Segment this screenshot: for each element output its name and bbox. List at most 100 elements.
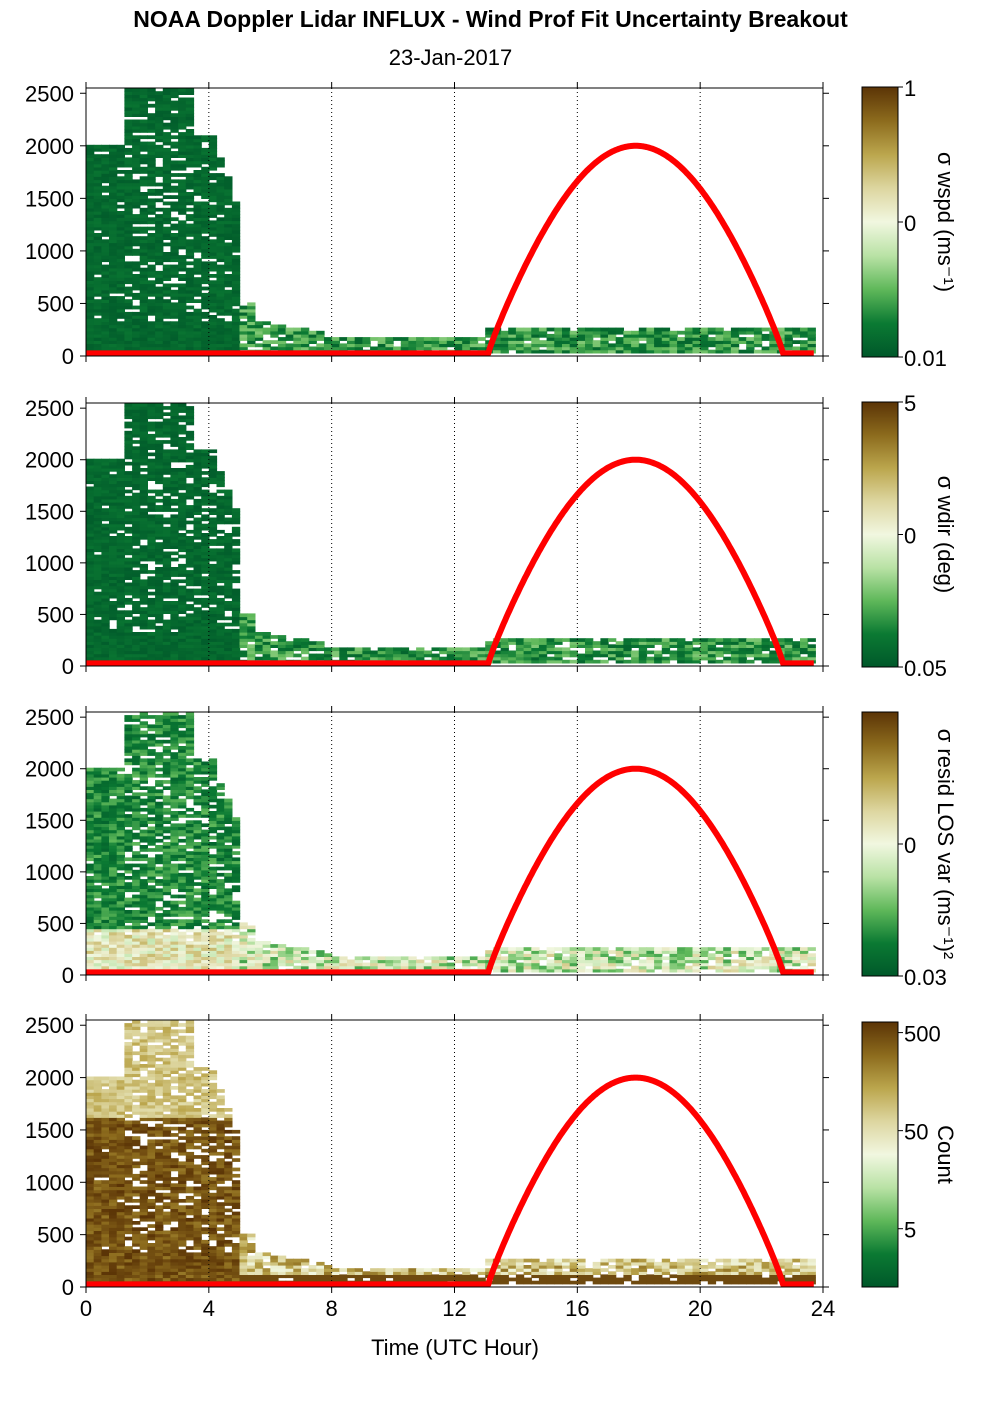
heatmap-cell: [178, 832, 187, 837]
heatmap-cell: [216, 318, 225, 322]
heatmap-cell: [807, 327, 816, 332]
heatmap-cell: [216, 625, 225, 630]
heatmap-cell: [347, 346, 356, 351]
heatmap-cell: [162, 220, 172, 225]
heatmap-cell: [124, 647, 133, 652]
heatmap-cell: [185, 437, 195, 441]
heatmap-cell: [162, 542, 172, 546]
heatmap-cell: [707, 638, 717, 642]
heatmap-cell: [185, 959, 195, 964]
heatmap-cell: [132, 135, 141, 140]
heatmap-cell: [201, 888, 210, 893]
heatmap-cell: [800, 641, 809, 645]
heatmap-cell: [162, 135, 172, 140]
heatmap-cell: [807, 346, 816, 351]
heatmap-cell: [316, 346, 325, 351]
heatmap-cell: [185, 780, 195, 784]
heatmap-cell: [723, 650, 732, 655]
heatmap-cell: [170, 842, 179, 846]
heatmap-cell: [101, 780, 110, 784]
heatmap-cell: [193, 536, 202, 540]
heatmap-cell: [201, 944, 210, 948]
heatmap-cell: [147, 129, 156, 133]
heatmap-cell: [178, 959, 187, 964]
heatmap-cell: [155, 721, 164, 725]
heatmap-cell: [178, 415, 187, 420]
heatmap-cell: [185, 591, 195, 596]
heatmap-cell: [201, 455, 210, 460]
heatmap-cell: [139, 715, 148, 719]
heatmap-cell: [216, 638, 225, 642]
heatmap-cell: [101, 489, 110, 494]
heatmap-cell: [155, 829, 164, 834]
heatmap-cell: [185, 286, 195, 291]
heatmap-cell: [208, 619, 218, 624]
heatmap-cell: [508, 333, 517, 338]
heatmap-cell: [638, 638, 648, 642]
heatmap-cell: [109, 236, 118, 240]
heatmap-cell: [669, 333, 678, 338]
heatmap-cell: [93, 258, 102, 263]
heatmap-cell: [93, 619, 102, 624]
heatmap-cell: [147, 217, 156, 222]
heatmap-cell: [101, 567, 110, 571]
heatmap-cell: [216, 801, 225, 806]
heatmap-cell: [753, 330, 763, 335]
heatmap-cell: [185, 97, 195, 102]
heatmap-cell: [201, 613, 210, 618]
heatmap-cell: [109, 542, 118, 546]
heatmap-cell: [208, 616, 218, 621]
heatmap-cell: [201, 625, 210, 630]
heatmap-cell: [592, 659, 601, 664]
heatmap-cell: [93, 910, 102, 914]
heatmap-cell: [124, 236, 133, 240]
heatmap-cell: [239, 343, 248, 348]
heatmap-cell: [124, 443, 133, 447]
heatmap-cell: [162, 211, 172, 215]
heatmap-cell: [270, 950, 279, 954]
heatmap-cell: [231, 903, 241, 908]
heatmap-cell: [239, 346, 248, 351]
heatmap-cell: [185, 888, 195, 893]
heatmap-cell: [101, 900, 110, 905]
heatmap-cell: [423, 346, 433, 351]
heatmap-cell: [270, 635, 279, 639]
heatmap-cell: [155, 594, 164, 599]
heatmap-cell: [147, 433, 156, 438]
heatmap-cell: [178, 188, 187, 193]
heatmap-cell: [147, 749, 156, 753]
heatmap-cell: [723, 346, 732, 351]
heatmap-cell: [700, 653, 709, 658]
heatmap-cell: [116, 910, 125, 914]
heatmap-cell: [231, 601, 241, 605]
heatmap-cell: [93, 242, 102, 247]
heatmap-cell: [277, 944, 287, 948]
heatmap-cell: [224, 305, 233, 310]
heatmap-cell: [615, 659, 624, 664]
heatmap-cell: [109, 458, 118, 463]
heatmap-cell: [86, 220, 95, 225]
heatmap-cell: [201, 962, 210, 967]
heatmap-cell: [216, 321, 225, 326]
heatmap-cell: [116, 274, 125, 278]
heatmap-cell: [185, 838, 195, 843]
heatmap-cell: [170, 217, 179, 222]
heatmap-cell: [170, 585, 179, 590]
heatmap-cell: [193, 242, 202, 247]
heatmap-cell: [155, 474, 164, 478]
heatmap-cell: [109, 308, 118, 313]
heatmap-cell: [116, 576, 125, 580]
heatmap-cell: [170, 239, 179, 244]
heatmap-cell: [185, 625, 195, 630]
heatmap-cell: [116, 845, 125, 849]
heatmap-cell: [600, 349, 609, 354]
heatmap-cell: [216, 324, 225, 329]
heatmap-cell: [139, 928, 148, 933]
heatmap-cell: [792, 641, 801, 645]
heatmap-cell: [201, 188, 210, 193]
heatmap-cell: [331, 340, 340, 344]
heatmap-cell: [178, 780, 187, 784]
heatmap-cell: [155, 656, 164, 661]
heatmap-cell: [254, 641, 264, 645]
heatmap-cell: [308, 340, 317, 344]
